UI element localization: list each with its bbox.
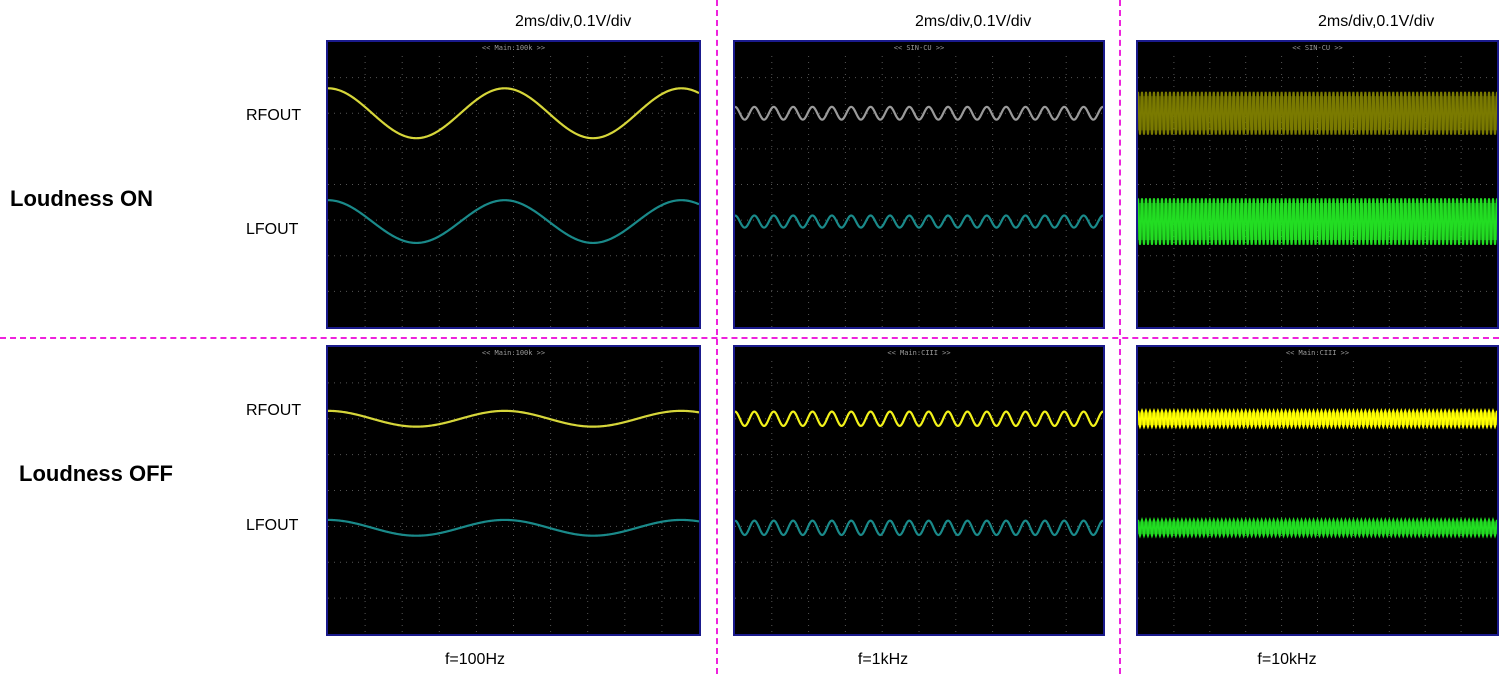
channel-label-lfout: LFOUT [246, 517, 299, 534]
lfout-trace [1138, 198, 1497, 245]
freq-label-1khz: f=1kHz [857, 651, 909, 668]
channel-label-rfout: RFOUT [246, 402, 302, 419]
rfout-trace [735, 105, 1103, 121]
lfout-trace [328, 199, 699, 245]
scope-waveform-plot [735, 361, 1103, 634]
scope-loudness-on-10khz: << SIN-CU >> [1136, 40, 1499, 329]
scope-loudness-off-100hz: << Main:100k >> [326, 345, 701, 636]
lfout-trace [735, 519, 1103, 537]
row-label-loudness-on: Loudness ON [10, 186, 154, 211]
rfout-trace-band [1138, 96, 1497, 131]
rfout-trace [735, 410, 1103, 428]
scope-waveform-plot [1138, 361, 1497, 634]
scope-waveform-plot [328, 361, 699, 634]
scope-waveform-plot [328, 56, 699, 327]
scale-label-1khz: 2ms/div,0.1V/div [915, 13, 1032, 30]
freq-label-100hz: f=100Hz [444, 651, 506, 668]
scope-header: << Main:CIII >> [887, 349, 951, 357]
scope-waveform-plot [735, 56, 1103, 327]
scope-header: << SIN-CU >> [893, 44, 945, 52]
lfout-trace-band [1138, 203, 1497, 241]
lfout-trace [328, 518, 699, 537]
rfout-trace-band [1138, 412, 1497, 426]
lfout-trace [735, 214, 1103, 229]
scale-label-10khz: 2ms/div,0.1V/div [1318, 13, 1435, 30]
scope-header: << SIN-CU >> [1292, 44, 1343, 52]
scope-header: << Main:100k >> [481, 44, 546, 52]
channel-label-lfout: LFOUT [246, 221, 299, 238]
rfout-trace [1138, 407, 1497, 430]
scope-header: << Main:CIII >> [1285, 349, 1350, 357]
row-divider [0, 337, 1499, 339]
rfout-trace [1138, 91, 1497, 135]
lfout-trace-band [1138, 521, 1497, 535]
scope-loudness-off-1khz: << Main:CIII >> [733, 345, 1105, 636]
row-label-loudness-off: Loudness OFF [19, 461, 173, 486]
lfout-trace [1138, 516, 1497, 539]
scope-waveform-plot [1138, 56, 1497, 327]
rfout-trace [328, 87, 699, 140]
scale-label-100hz: 2ms/div,0.1V/div [515, 13, 632, 30]
freq-label-10khz: f=10kHz [1257, 651, 1317, 668]
channel-label-rfout: RFOUT [246, 107, 302, 124]
rfout-trace [328, 409, 699, 428]
scope-loudness-on-1khz: << SIN-CU >> [733, 40, 1105, 329]
scope-loudness-off-10khz: << Main:CIII >> [1136, 345, 1499, 636]
scope-loudness-on-100hz: << Main:100k >> [326, 40, 701, 329]
scope-header: << Main:100k >> [481, 349, 546, 357]
